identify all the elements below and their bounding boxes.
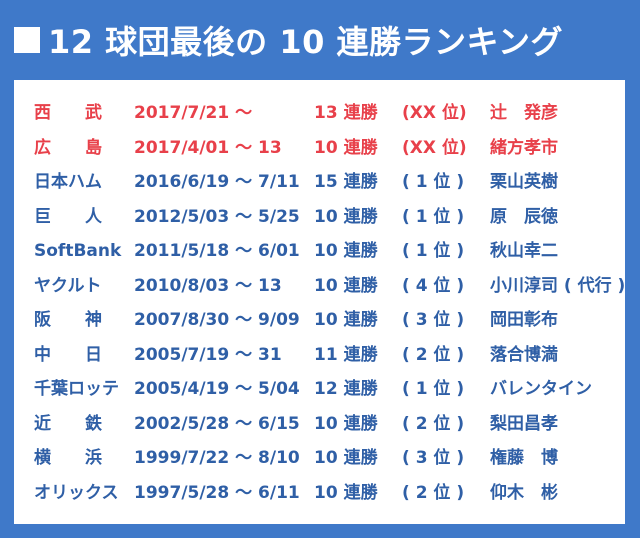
team-name: 阪 神 — [34, 310, 102, 330]
final-rank: ( 1 位 ) — [402, 379, 465, 399]
table-row: 広 島 2017/4/01 〜 13 10 連勝 (XX 位) 緒方孝市 — [14, 131, 625, 165]
streak-period: 2011/5/18 〜 6/01 — [134, 241, 300, 261]
manager-name: 栗山英樹 — [490, 172, 558, 192]
final-rank: ( 2 位 ) — [402, 413, 465, 434]
manager-name: 秋山幸二 — [490, 241, 558, 261]
table-row: オリックス 1997/5/28 〜 6/11 10 連勝 ( 2 位 ) 仰木 彬 — [14, 476, 625, 510]
manager-name: 岡田彰布 — [490, 310, 558, 330]
streak-count: 10 連勝 — [314, 206, 378, 227]
streak-period: 2005/7/19 〜 31 — [134, 344, 282, 365]
final-rank: (XX 位) — [402, 103, 467, 123]
streak-period: 2017/7/21 〜 — [134, 103, 253, 123]
streak-count: 10 連勝 — [314, 448, 378, 468]
ranking-table: 西 武 2017/7/21 〜 13 連勝 (XX 位) 辻 発彦広 島 2017/4/0… — [14, 80, 625, 524]
team-name: 横 浜 — [34, 448, 102, 468]
title-text: 12 球団最後の 10 連勝ランキング — [48, 23, 564, 61]
table-row: 西 武 2017/7/21 〜 13 連勝 (XX 位) 辻 発彦 — [14, 96, 625, 130]
streak-period: 2010/8/03 〜 13 — [134, 275, 282, 296]
streak-count: 10 連勝 — [314, 482, 378, 503]
table-row: SoftBank 2011/5/18 〜 6/01 10 連勝 ( 1 位 ) 秋山幸二 — [14, 234, 625, 268]
manager-name: 原 辰徳 — [490, 206, 558, 227]
table-row: 横 浜 1999/7/22 〜 8/10 10 連勝 ( 3 位 ) 権藤 博 — [14, 441, 625, 475]
final-rank: ( 2 位 ) — [402, 482, 465, 503]
table-row: 阪 神 2007/8/30 〜 9/09 10 連勝 ( 3 位 ) 岡田彰布 — [14, 303, 625, 337]
final-rank: ( 1 位 ) — [402, 241, 465, 261]
manager-name: 辻 発彦 — [490, 103, 558, 123]
manager-name: 梨田昌孝 — [490, 413, 558, 434]
streak-period: 1999/7/22 〜 8/10 — [134, 448, 300, 468]
team-name: 千葉ロッテ — [34, 379, 119, 399]
streak-count: 10 連勝 — [314, 310, 378, 330]
final-rank: ( 4 位 ) — [402, 275, 465, 296]
final-rank: ( 2 位 ) — [402, 344, 465, 365]
table-row: ヤクルト 2010/8/03 〜 13 10 連勝 ( 4 位 ) 小川淳司 ( 代行 … — [14, 269, 625, 303]
table-row: 日本ハム 2016/6/19 〜 7/11 15 連勝 ( 1 位 ) 栗山英樹 — [14, 165, 625, 199]
final-rank: ( 3 位 ) — [402, 310, 465, 330]
streak-count: 10 連勝 — [314, 137, 378, 158]
table-row: 中 日 2005/7/19 〜 31 11 連勝 ( 2 位 ) 落合博満 — [14, 338, 625, 372]
streak-period: 2002/5/28 〜 6/15 — [134, 413, 300, 434]
team-name: 西 武 — [34, 103, 102, 123]
team-name: ヤクルト — [34, 275, 102, 296]
square-bullet-icon — [14, 27, 40, 53]
final-rank: ( 1 位 ) — [402, 172, 465, 192]
manager-name: 権藤 博 — [490, 448, 558, 468]
streak-count: 13 連勝 — [314, 103, 378, 123]
streak-count: 10 連勝 — [314, 413, 378, 434]
manager-name: 小川淳司 ( 代行 ) — [490, 275, 626, 296]
streak-count: 15 連勝 — [314, 172, 378, 192]
team-name: 近 鉄 — [34, 413, 102, 434]
team-name: 巨 人 — [34, 206, 102, 227]
streak-period: 2007/8/30 〜 9/09 — [134, 310, 300, 330]
table-row: 近 鉄 2002/5/28 〜 6/15 10 連勝 ( 2 位 ) 梨田昌孝 — [14, 407, 625, 441]
team-name: 中 日 — [34, 344, 102, 365]
manager-name: 落合博満 — [490, 344, 558, 365]
manager-name: 仰木 彬 — [490, 482, 558, 503]
streak-period: 1997/5/28 〜 6/11 — [134, 482, 300, 503]
streak-count: 12 連勝 — [314, 379, 378, 399]
manager-name: バレンタイン — [490, 379, 592, 399]
streak-period: 2012/5/03 〜 5/25 — [134, 206, 300, 227]
table-row: 千葉ロッテ 2005/4/19 〜 5/04 12 連勝 ( 1 位 ) バレンタイン — [14, 372, 625, 406]
final-rank: ( 3 位 ) — [402, 448, 465, 468]
team-name: 広 島 — [34, 137, 102, 158]
streak-count: 10 連勝 — [314, 275, 378, 296]
team-name: オリックス — [34, 482, 119, 503]
streak-period: 2017/4/01 〜 13 — [134, 137, 282, 158]
team-name: SoftBank — [34, 241, 122, 261]
streak-count: 10 連勝 — [314, 241, 378, 261]
streak-period: 2005/4/19 〜 5/04 — [134, 379, 300, 399]
title-bar: 12 球団最後の 10 連勝ランキング — [14, 14, 563, 66]
streak-count: 11 連勝 — [314, 344, 378, 365]
final-rank: (XX 位) — [402, 137, 467, 158]
table-row: 巨 人 2012/5/03 〜 5/25 10 連勝 ( 1 位 ) 原 辰徳 — [14, 200, 625, 234]
final-rank: ( 1 位 ) — [402, 206, 465, 227]
team-name: 日本ハム — [34, 172, 102, 192]
manager-name: 緒方孝市 — [490, 137, 558, 158]
streak-period: 2016/6/19 〜 7/11 — [134, 172, 300, 192]
